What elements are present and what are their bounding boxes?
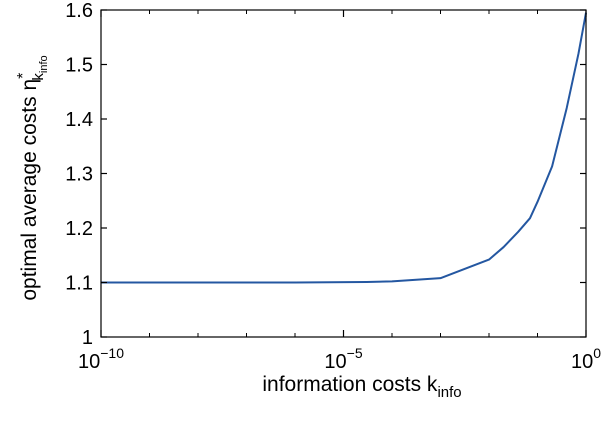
y-tick-label: 1.1 — [65, 273, 93, 295]
x-tick-label: 100 — [571, 345, 601, 373]
y-tick-label: 1.2 — [65, 218, 93, 240]
y-axis-label-superscript: * — [15, 73, 32, 79]
y-tick-label: 1.5 — [65, 55, 93, 77]
y-axis-label: optimal average costs η*kinfo — [15, 55, 50, 300]
x-axis-label: information costs kinfo — [262, 373, 461, 401]
x-tick-label: 10−10 — [78, 345, 124, 373]
axes: 1 1.1 1.2 1.3 1.4 1.5 1.6 10−10 10−5 100 — [65, 0, 601, 373]
y-axis-label-subscript: k — [30, 73, 47, 81]
y-axis-label-text: optimal average costs η — [18, 79, 41, 301]
x-tick-label: 10−5 — [324, 345, 362, 373]
series-line-0 — [101, 12, 587, 284]
y-axis-label-sub-subscript: info — [38, 55, 50, 73]
y-tick-label: 1 — [82, 327, 93, 349]
plot-area — [101, 12, 587, 284]
x-axis-label-text: information costs k — [262, 373, 438, 396]
y-tick-label: 1.4 — [65, 109, 93, 131]
plot-frame — [100, 9, 587, 338]
y-tick-label: 1.3 — [65, 164, 93, 186]
x-axis-label-subscript: info — [437, 384, 461, 401]
y-tick-label: 1.6 — [65, 0, 93, 22]
